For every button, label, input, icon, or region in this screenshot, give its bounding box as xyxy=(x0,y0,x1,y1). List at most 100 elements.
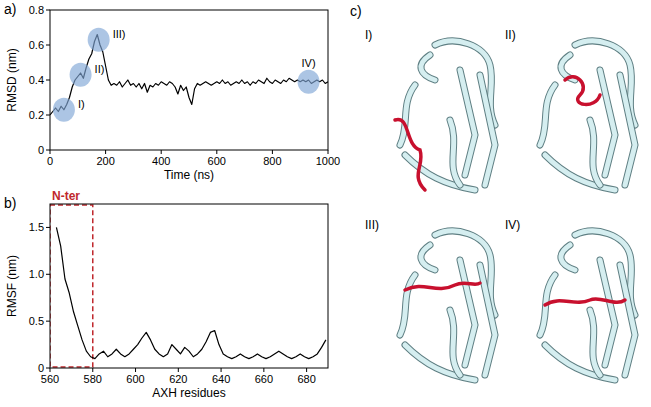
plot-frame xyxy=(50,10,328,150)
structure: III) xyxy=(365,218,495,380)
panel-letter: a) xyxy=(4,1,16,17)
y-tick-label: 0 xyxy=(38,362,44,374)
x-tick xyxy=(50,150,51,154)
n-ter-segment xyxy=(545,299,625,305)
state-marker xyxy=(70,63,92,87)
plot-area xyxy=(50,28,328,122)
state-marker xyxy=(88,28,110,52)
panel-c: c)I)II) III) IV) xyxy=(350,3,635,380)
panel-1: b)56058060062064066068000.51.01.5AXH res… xyxy=(4,189,328,400)
structure: I) xyxy=(365,28,495,190)
structure-label: III) xyxy=(365,218,379,232)
plot-area xyxy=(50,205,326,367)
x-tick-label: 1000 xyxy=(316,155,340,167)
structure: II) xyxy=(505,28,635,190)
y-tick-label: 0.5 xyxy=(29,315,44,327)
y-tick-label: 0.2 xyxy=(29,109,44,121)
x-tick-label: 560 xyxy=(41,373,59,385)
ribbon xyxy=(620,265,635,375)
y-tick-label: 0 xyxy=(38,144,44,156)
y-tick xyxy=(46,150,50,151)
x-tick xyxy=(50,368,51,372)
x-tick-label: 660 xyxy=(255,373,273,385)
panel-letter: c) xyxy=(350,3,362,19)
x-tick-label: 400 xyxy=(152,155,170,167)
ribbon xyxy=(600,70,615,175)
x-tick xyxy=(92,368,93,372)
y-axis-title: RMSF (nm) xyxy=(5,255,19,317)
x-tick-label: 640 xyxy=(212,373,230,385)
plot-frame xyxy=(50,204,328,368)
n-ter-segment xyxy=(405,283,480,290)
ribbon xyxy=(450,120,460,185)
ribbon xyxy=(421,245,435,270)
data-line xyxy=(56,227,325,358)
ribbon-edge xyxy=(405,345,475,380)
state-label: II) xyxy=(95,63,105,75)
x-tick xyxy=(178,368,179,372)
ribbon-edge xyxy=(460,70,475,175)
x-tick-label: 620 xyxy=(169,373,187,385)
ribbon-edge xyxy=(540,85,555,145)
ribbon xyxy=(400,275,415,335)
structure-label: IV) xyxy=(505,218,520,232)
ribbon xyxy=(421,55,435,80)
state-label: III) xyxy=(113,28,126,40)
y-tick xyxy=(46,80,50,81)
x-axis-title: AXH residues xyxy=(152,386,225,400)
ribbon xyxy=(545,155,615,190)
y-tick-label: 1.0 xyxy=(29,268,44,280)
y-tick-label: 0.8 xyxy=(29,4,44,16)
y-tick xyxy=(46,227,50,228)
ribbon xyxy=(460,70,475,175)
x-tick xyxy=(105,150,106,154)
x-tick-label: 600 xyxy=(126,373,144,385)
y-axis-title: RMSD (nm) xyxy=(5,48,19,111)
x-tick xyxy=(306,368,307,372)
ribbon-edge xyxy=(620,265,635,375)
y-tick-label: 1.5 xyxy=(29,221,44,233)
ribbon-edge xyxy=(545,155,615,190)
x-tick xyxy=(221,368,222,372)
ribbon-edge xyxy=(590,310,600,375)
ribbon-edge xyxy=(460,260,475,365)
x-tick xyxy=(263,368,264,372)
y-tick xyxy=(46,45,50,46)
ribbon-edge xyxy=(561,245,575,270)
ribbon xyxy=(590,120,600,185)
y-tick xyxy=(46,368,50,369)
highlight-label: N-ter xyxy=(52,189,80,203)
ribbon xyxy=(480,75,495,185)
ribbon xyxy=(545,345,615,380)
ribbon-edge xyxy=(480,75,495,185)
ribbon xyxy=(405,345,475,380)
x-tick xyxy=(328,150,329,154)
x-tick xyxy=(216,150,217,154)
y-tick xyxy=(46,274,50,275)
state-marker xyxy=(298,70,320,94)
y-tick-label: 0.6 xyxy=(29,39,44,51)
x-tick-label: 600 xyxy=(208,155,226,167)
ribbon-edge xyxy=(620,75,635,185)
x-tick xyxy=(135,368,136,372)
ribbon xyxy=(600,260,615,365)
x-tick-label: 800 xyxy=(263,155,281,167)
x-axis-title: Time (ns) xyxy=(164,168,214,182)
state-label: I) xyxy=(78,98,85,110)
y-tick-label: 0.4 xyxy=(29,74,44,86)
x-tick-label: 680 xyxy=(297,373,315,385)
y-tick xyxy=(46,321,50,322)
ribbon xyxy=(561,245,575,270)
n-ter-segment xyxy=(395,119,425,190)
y-tick xyxy=(46,10,50,11)
ribbon xyxy=(540,85,555,145)
x-tick-label: 580 xyxy=(84,373,102,385)
figure: a)0200400600800100000.20.40.60.8Time (ns… xyxy=(0,0,651,407)
ribbon xyxy=(480,265,495,375)
ribbon-edge xyxy=(405,155,475,190)
ribbon xyxy=(405,155,475,190)
x-tick xyxy=(161,150,162,154)
ribbon-edge xyxy=(590,120,600,185)
ribbon-edge xyxy=(450,120,460,185)
n-ter-segment xyxy=(565,77,600,105)
